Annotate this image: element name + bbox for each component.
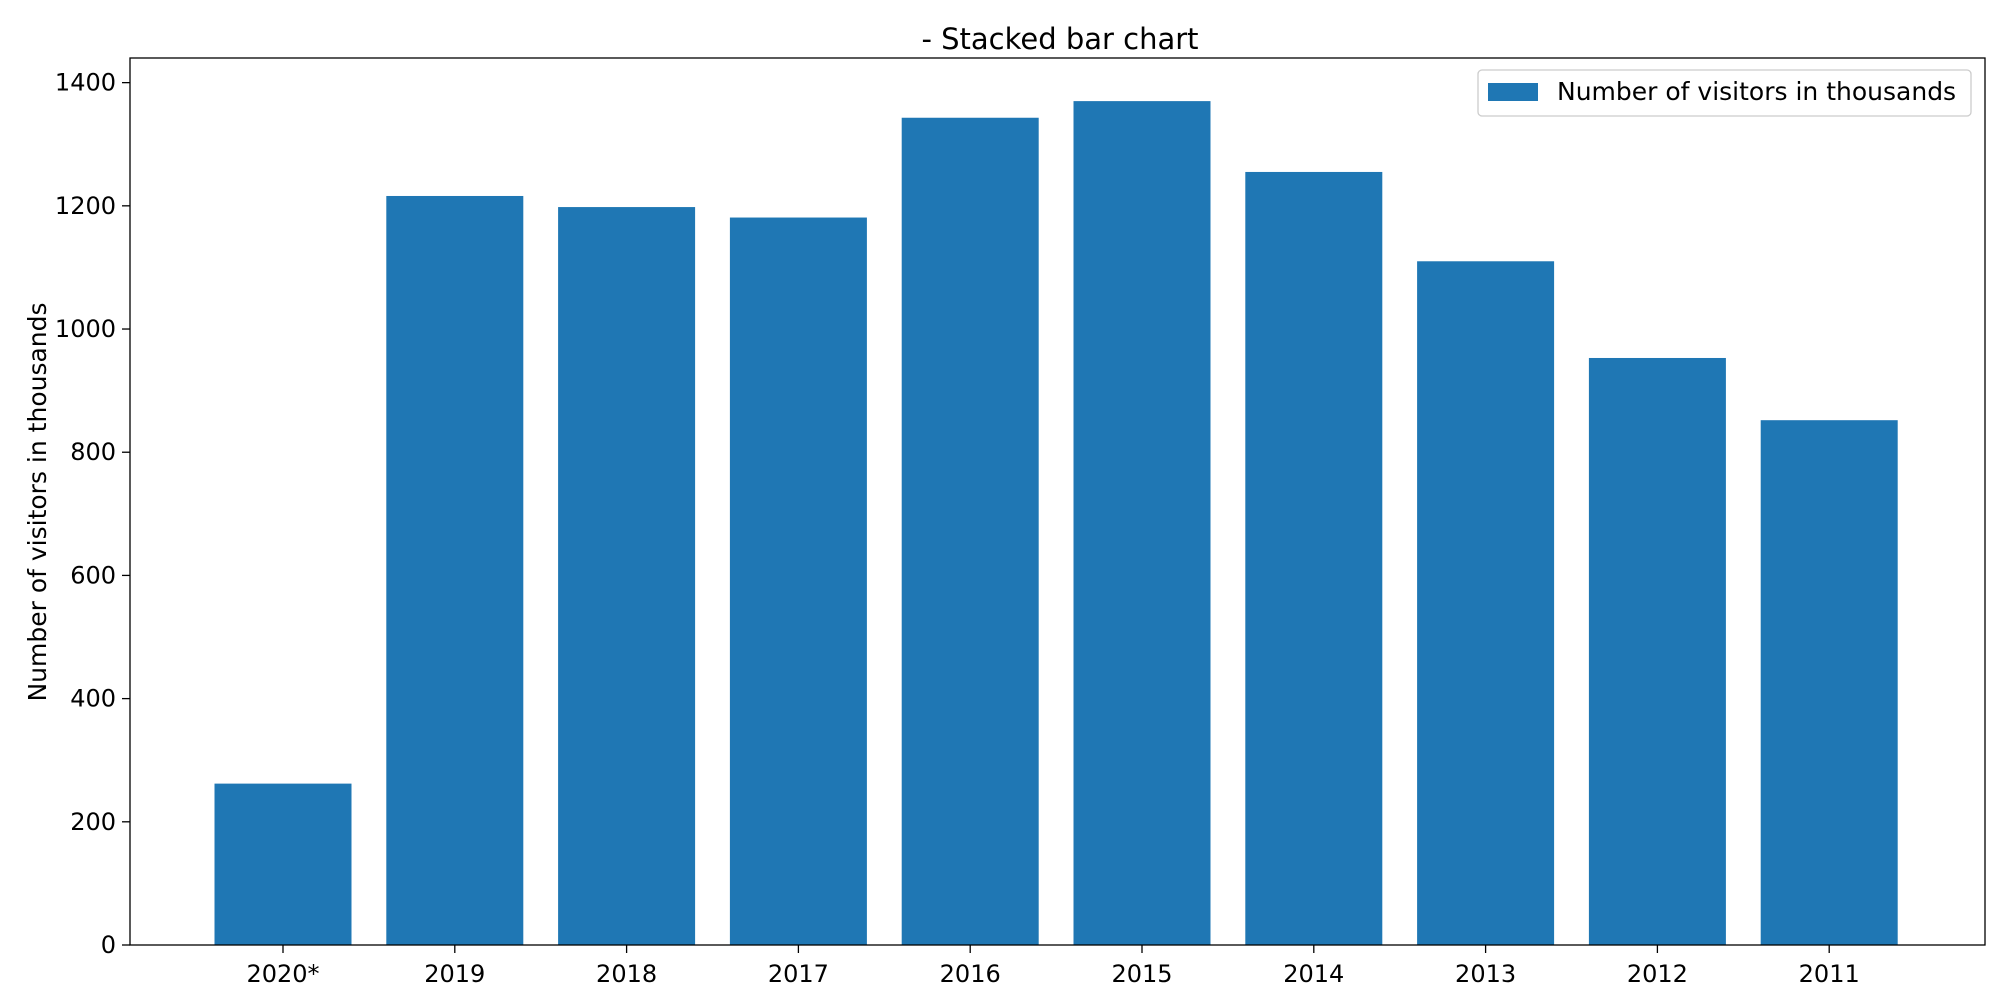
y-tick-label: 1200 xyxy=(55,192,116,220)
y-tick-label: 1000 xyxy=(55,315,116,343)
bar-2015 xyxy=(1073,101,1211,946)
bar-2012 xyxy=(1588,357,1726,945)
bar-2013 xyxy=(1417,261,1555,945)
chart-title: - Stacked bar chart xyxy=(921,22,1198,56)
bar-2018 xyxy=(558,207,696,945)
y-tick-label: 400 xyxy=(70,685,116,713)
x-tick-label: 2012 xyxy=(1627,960,1688,988)
legend-label: Number of visitors in thousands xyxy=(1557,77,1956,106)
y-tick-label: 600 xyxy=(70,561,116,589)
bars-layer xyxy=(214,101,1898,946)
bar-2020* xyxy=(214,783,352,945)
x-axis-ticks: 2020* 2019 2018 2017 2016 2015 2014 2013 2012 201… xyxy=(246,945,1860,988)
plot-frame xyxy=(129,57,1986,946)
legend-swatch xyxy=(1488,83,1538,101)
legend: Number of visitors in thousands xyxy=(1477,69,1972,117)
x-tick-label: 2019 xyxy=(424,960,485,988)
x-tick-label: 2016 xyxy=(940,960,1001,988)
x-tick-label: 2011 xyxy=(1799,960,1860,988)
y-tick-label: 200 xyxy=(70,808,116,836)
y-tick-label: 0 xyxy=(101,931,116,959)
y-axis-ticks: 0 200 400 600 800 1000 1200 1400 xyxy=(55,69,130,959)
x-tick-label: 2018 xyxy=(596,960,657,988)
x-tick-label: 2015 xyxy=(1111,960,1172,988)
y-tick-label: 1400 xyxy=(55,69,116,97)
x-tick-label: 2014 xyxy=(1283,960,1344,988)
legend-box xyxy=(1477,69,1972,117)
x-tick-label: 2020* xyxy=(246,960,319,988)
bar-2011 xyxy=(1760,420,1898,946)
bar-2017 xyxy=(729,217,867,945)
y-tick-label: 800 xyxy=(70,438,116,466)
bar-2014 xyxy=(1245,171,1383,946)
y-axis-title: Number of visitors in thousands xyxy=(23,302,52,701)
bar-2019 xyxy=(386,195,524,945)
bar-2016 xyxy=(901,117,1039,945)
x-tick-label: 2017 xyxy=(768,960,829,988)
x-tick-label: 2013 xyxy=(1455,960,1516,988)
